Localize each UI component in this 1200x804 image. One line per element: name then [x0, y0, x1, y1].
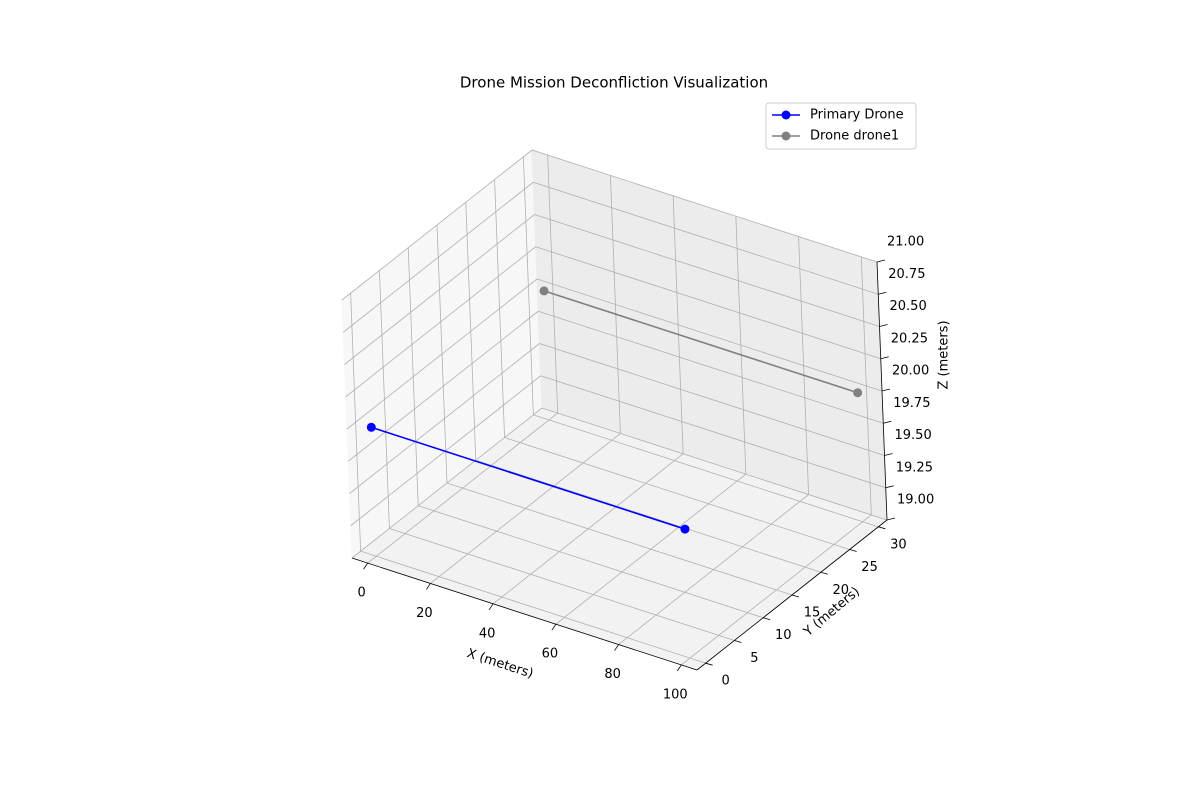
tick-mark	[791, 594, 800, 598]
tick-mark	[881, 388, 891, 392]
y-tick-label: 15	[804, 606, 821, 621]
grid-line	[418, 505, 764, 619]
waypoint	[680, 524, 690, 534]
tick-mark	[886, 517, 896, 521]
z-tick-label: 19.25	[896, 460, 933, 475]
grid-line	[533, 181, 879, 295]
grid-line	[531, 149, 878, 263]
tick-mark	[880, 356, 889, 360]
grid-line	[541, 407, 888, 521]
x-tick-label: 100	[663, 687, 688, 702]
tick-mark	[551, 623, 557, 631]
y-tick-label: 0	[721, 674, 729, 689]
grid-line	[540, 375, 886, 489]
grid-line	[343, 181, 534, 333]
grid-line	[533, 414, 879, 528]
x-axis-label: X (meters)	[465, 646, 535, 682]
z-tick-label: 21.00	[887, 235, 924, 250]
grid-line	[534, 214, 880, 327]
tick-mark	[705, 662, 713, 666]
grid-line	[536, 278, 883, 392]
grid-line	[349, 343, 540, 494]
chart-title: Drone Mission Deconfliction Visualizatio…	[460, 74, 768, 92]
grid-line	[351, 407, 543, 559]
grid-line	[341, 149, 533, 301]
x-tick-label: 60	[542, 647, 559, 662]
tick-mark	[876, 259, 886, 263]
tick-mark	[426, 583, 431, 590]
tick-mark	[763, 617, 771, 621]
tick-mark	[820, 571, 828, 575]
legend-marker	[781, 131, 791, 141]
grid-line	[389, 528, 735, 641]
tick-mark	[734, 640, 742, 643]
grid-line	[346, 278, 538, 430]
legend-marker	[781, 110, 791, 120]
y-tick-label: 25	[861, 560, 878, 575]
tick-mark	[363, 562, 369, 570]
y-tick-label: 30	[890, 537, 907, 552]
waypoint	[539, 286, 549, 296]
grid-line	[446, 482, 793, 596]
x-tick-label: 20	[416, 606, 433, 621]
legend-label: Drone drone1	[810, 129, 899, 144]
grid-line	[504, 437, 850, 550]
tick-mark	[878, 291, 887, 295]
z-tick-label: 20.00	[892, 364, 929, 379]
y-tick-label: 20	[833, 583, 850, 598]
z-tick-label: 19.50	[895, 428, 932, 443]
grid-line	[475, 459, 821, 573]
axis-line	[351, 557, 698, 671]
z-tick-label: 20.75	[888, 267, 925, 282]
x-tick-label: 0	[358, 586, 366, 601]
z-tick-label: 19.00	[897, 493, 934, 508]
tick-mark	[885, 485, 894, 489]
waypoint	[853, 388, 863, 398]
tick-mark	[884, 453, 893, 456]
tick-mark	[878, 526, 886, 530]
grid-line	[535, 246, 881, 360]
x-tick-label: 40	[479, 626, 496, 641]
y-tick-label: 5	[750, 651, 758, 666]
legend-label: Primary Drone	[810, 108, 904, 123]
waypoint	[366, 422, 376, 432]
z-tick-label: 20.25	[891, 331, 928, 346]
z-axis-label: Z (meters)	[937, 320, 952, 389]
tick-mark	[849, 549, 857, 552]
grid-line	[360, 550, 706, 664]
tick-mark	[676, 664, 682, 672]
drone-path	[543, 290, 858, 394]
tick-mark	[488, 603, 494, 611]
tick-mark	[883, 420, 892, 424]
grid-line	[345, 246, 536, 398]
grid-line	[348, 310, 539, 462]
drone-path	[371, 426, 686, 530]
axis-line	[696, 519, 888, 671]
grid-line	[538, 310, 884, 424]
z-tick-label: 19.75	[893, 396, 930, 411]
axis-line	[876, 261, 888, 521]
grid-line	[344, 214, 535, 365]
tick-mark	[879, 324, 888, 327]
tick-mark	[614, 644, 619, 651]
legend-box	[765, 102, 917, 150]
grid-line	[539, 343, 885, 456]
z-tick-label: 20.50	[890, 299, 927, 314]
y-tick-label: 10	[775, 628, 792, 643]
x-tick-label: 80	[604, 667, 621, 682]
